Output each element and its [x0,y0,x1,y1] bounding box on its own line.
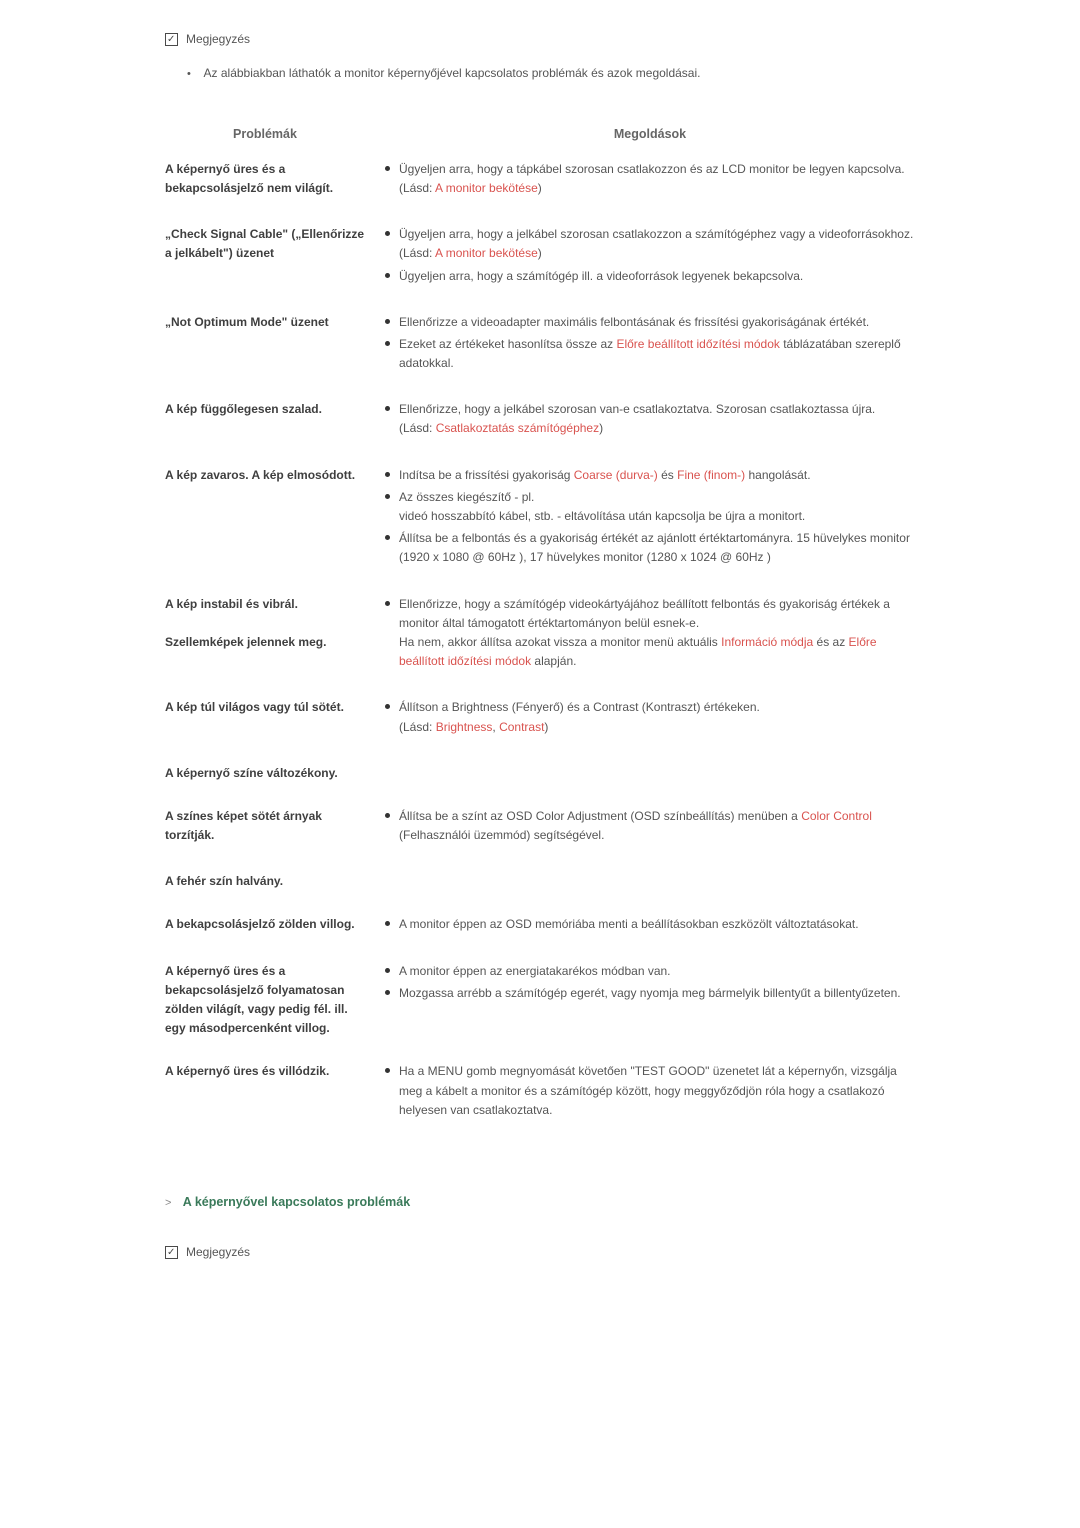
inline-link[interactable]: A monitor bekötése [435,181,538,195]
inline-link[interactable]: Brightness [436,720,493,734]
solution-cell: Ellenőrizze a videoadapter maximális fel… [385,313,915,377]
problem-cell: A fehér szín halvány. [165,872,385,891]
solution-item: Az összes kiegészítő - pl.videó hosszabb… [385,488,915,526]
table-header: Problémák Megoldások [165,124,915,144]
solution-cell: Állítsa be a színt az OSD Color Adjustme… [385,807,915,848]
table-body: A képernyő üres és a bekapcsolásjelző ne… [165,160,915,1147]
problem-cell: „Check Signal Cable" („Ellenőrizze a jel… [165,225,385,289]
solution-item: A monitor éppen az energiatakarékos módb… [385,962,915,981]
solution-item: Ügyeljen arra, hogy a jelkábel szorosan … [385,225,915,263]
table-row: A képernyő színe változékony. [165,764,915,783]
table-row: A képernyő üres és a bekapcsolásjelző ne… [165,160,915,201]
note-label: Megjegyzés [186,30,250,49]
problem-cell: A színes képet sötét árnyak torzítják. [165,807,385,848]
table-row: A kép függőlegesen szalad.Ellenőrizze, h… [165,400,915,441]
solution-cell: A monitor éppen az OSD memóriába menti a… [385,915,915,937]
solution-cell: Ellenőrizze, hogy a számítógép videokárt… [385,595,915,675]
table-row: „Check Signal Cable" („Ellenőrizze a jel… [165,225,915,289]
solution-item: Ellenőrizze, hogy a jelkábel szorosan va… [385,400,915,438]
problem-cell: A kép instabil és vibrál.Szellemképek je… [165,595,385,675]
problem-cell: A bekapcsolásjelző zölden villog. [165,915,385,937]
table-row: A bekapcsolásjelző zölden villog.A monit… [165,915,915,937]
solution-item: Állítson a Brightness (Fényerő) és a Con… [385,698,915,736]
solution-cell: A monitor éppen az energiatakarékos módb… [385,962,915,1039]
solution-item: Ezeket az értékeket hasonlítsa össze az … [385,335,915,373]
note-label: Megjegyzés [186,1243,250,1262]
problem-cell: A képernyő üres és villódzik. [165,1062,385,1123]
problem-cell: A képernyő színe változékony. [165,764,385,783]
chevron-icon: > [165,1197,171,1209]
inline-link[interactable]: Contrast [499,720,544,734]
table-row: A színes képet sötét árnyak torzítják.Ál… [165,807,915,848]
problem-cell: A kép zavaros. A kép elmosódott. [165,466,385,571]
inline-link[interactable]: A monitor bekötése [435,246,538,260]
table-row: A képernyő üres és a bekapcsolásjelző fo… [165,962,915,1039]
solution-item: Ügyeljen arra, hogy a számítógép ill. a … [385,267,915,286]
solution-item: A monitor éppen az OSD memóriába menti a… [385,915,915,934]
solution-item: Ellenőrizze, hogy a számítógép videokárt… [385,595,915,672]
note-header-top: Megjegyzés [165,30,915,49]
problem-cell: A képernyő üres és a bekapcsolásjelző ne… [165,160,385,201]
solution-item: Ha a MENU gomb megnyomását követően "TES… [385,1062,915,1120]
inline-link[interactable]: Csatlakoztatás számítógéphez [436,421,599,435]
solution-cell: Ügyeljen arra, hogy a tápkábel szorosan … [385,160,915,201]
inline-link[interactable]: Fine (finom-) [677,468,745,482]
note-header-bottom: Megjegyzés [165,1243,915,1262]
section-footer-link[interactable]: A képernyővel kapcsolatos problémák [183,1195,410,1209]
solution-cell: Indítsa be a frissítési gyakoriság Coars… [385,466,915,571]
solution-cell: Ha a MENU gomb megnyomását követően "TES… [385,1062,915,1123]
solution-cell: Ügyeljen arra, hogy a jelkábel szorosan … [385,225,915,289]
table-row: A fehér szín halvány. [165,872,915,891]
table-row: „Not Optimum Mode" üzenetEllenőrizze a v… [165,313,915,377]
inline-link[interactable]: Coarse (durva-) [574,468,658,482]
inline-link[interactable]: Előre beállított időzítési módok [616,337,779,351]
table-row: A kép instabil és vibrál.Szellemképek je… [165,595,915,675]
table-row: A kép zavaros. A kép elmosódott.Indítsa … [165,466,915,571]
checkbox-icon [165,33,178,46]
solution-cell: Ellenőrizze, hogy a jelkábel szorosan va… [385,400,915,441]
inline-link[interactable]: Color Control [801,809,872,823]
solution-item: Állítsa be a felbontás és a gyakoriság é… [385,529,915,567]
header-solutions: Megoldások [385,124,915,144]
solution-item: Ellenőrizze a videoadapter maximális fel… [385,313,915,332]
checkbox-icon [165,1246,178,1259]
problem-cell: A kép függőlegesen szalad. [165,400,385,441]
inline-link[interactable]: Információ módja [721,635,813,649]
troubleshooting-table: Problémák Megoldások A képernyő üres és … [165,124,915,1147]
problem-cell: A képernyő üres és a bekapcsolásjelző fo… [165,962,385,1039]
header-problems: Problémák [165,124,385,144]
note-subtext: Az alábbiakban láthatók a monitor képern… [187,64,915,84]
solution-cell: Állítson a Brightness (Fényerő) és a Con… [385,698,915,739]
solution-cell [385,872,915,891]
problem-cell: A kép túl világos vagy túl sötét. [165,698,385,739]
table-row: A kép túl világos vagy túl sötét.Állítso… [165,698,915,739]
solution-item: Ügyeljen arra, hogy a tápkábel szorosan … [385,160,915,198]
section-footer: > A képernyővel kapcsolatos problémák [165,1192,915,1213]
solution-item: Állítsa be a színt az OSD Color Adjustme… [385,807,915,845]
table-row: A képernyő üres és villódzik.Ha a MENU g… [165,1062,915,1123]
solution-cell [385,764,915,783]
solution-item: Mozgassa arrébb a számítógép egerét, vag… [385,984,915,1003]
solution-item: Indítsa be a frissítési gyakoriság Coars… [385,466,915,485]
note-subtext-content: Az alábbiakban láthatók a monitor képern… [204,66,701,80]
problem-cell: „Not Optimum Mode" üzenet [165,313,385,377]
